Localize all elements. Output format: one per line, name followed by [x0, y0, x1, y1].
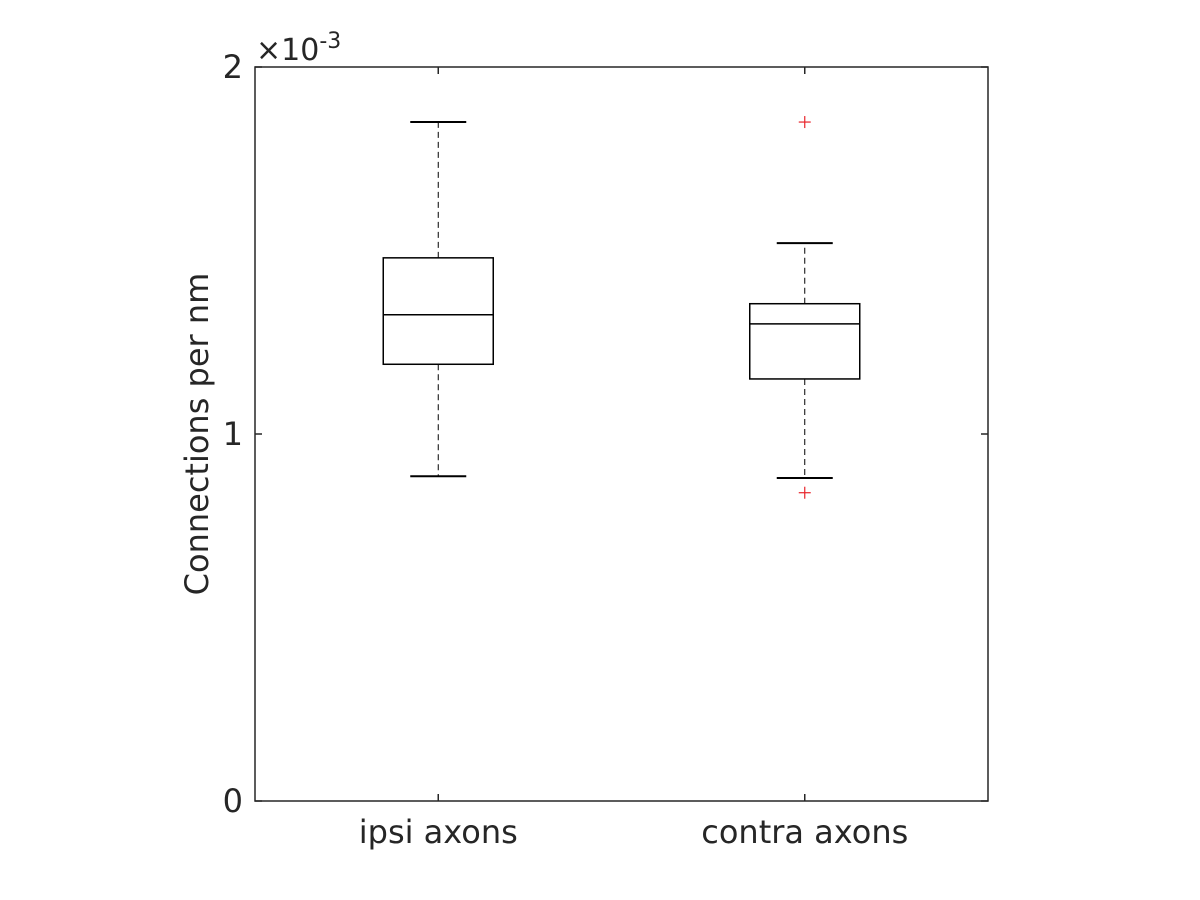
x-category-label: contra axons — [701, 813, 908, 851]
outlier-marker — [798, 116, 811, 129]
box-iqr — [749, 302, 861, 380]
plot-area — [254, 66, 989, 802]
outlier-marker — [798, 486, 811, 499]
axis-ticks — [255, 66, 988, 802]
y-tick-labels: 0 1 2 — [223, 48, 243, 820]
x-category-label: ipsi axons — [359, 813, 518, 851]
box-iqr — [382, 257, 494, 366]
y-tick-label: 2 — [223, 48, 243, 86]
y-exponent-label: ×10-3 — [256, 29, 341, 68]
x-tick-labels: ipsi axons contra axons — [359, 813, 909, 851]
box-group-1 — [382, 121, 494, 478]
y-exponent-base: ×10 — [256, 33, 319, 68]
y-axis-label: Connections per nm — [178, 273, 216, 596]
y-exponent-power: -3 — [319, 29, 341, 54]
box-group-2 — [749, 116, 861, 499]
chart-marks — [382, 116, 861, 499]
y-tick-label: 1 — [223, 415, 243, 453]
y-tick-label: 0 — [223, 782, 243, 820]
